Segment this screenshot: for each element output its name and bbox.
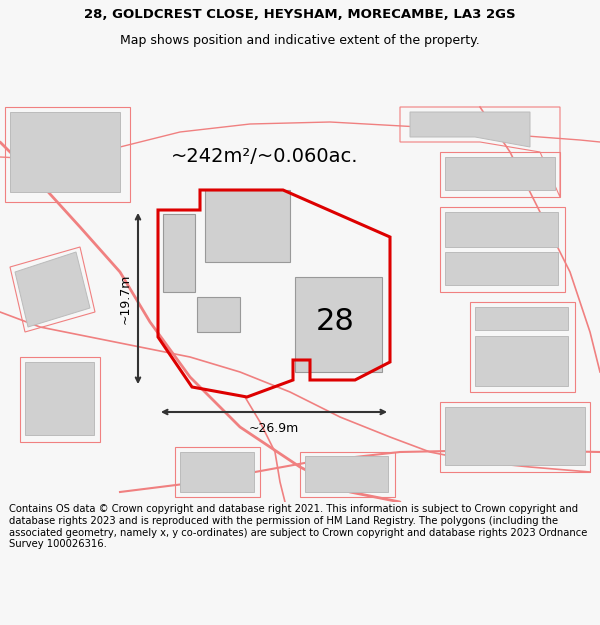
Polygon shape <box>445 252 558 285</box>
Polygon shape <box>445 212 558 247</box>
Text: 28, GOLDCREST CLOSE, HEYSHAM, MORECAMBE, LA3 2GS: 28, GOLDCREST CLOSE, HEYSHAM, MORECAMBE,… <box>84 8 516 21</box>
Polygon shape <box>10 112 120 192</box>
Polygon shape <box>205 190 290 262</box>
Polygon shape <box>445 407 585 465</box>
Text: Map shows position and indicative extent of the property.: Map shows position and indicative extent… <box>120 34 480 47</box>
Polygon shape <box>295 277 382 372</box>
Polygon shape <box>475 336 568 386</box>
Polygon shape <box>305 456 388 492</box>
Text: 28: 28 <box>316 308 355 336</box>
Polygon shape <box>197 297 240 332</box>
Polygon shape <box>163 214 195 292</box>
Text: Contains OS data © Crown copyright and database right 2021. This information is : Contains OS data © Crown copyright and d… <box>9 504 587 549</box>
Polygon shape <box>25 362 94 435</box>
Polygon shape <box>410 112 530 147</box>
Polygon shape <box>15 252 90 327</box>
Polygon shape <box>445 157 555 190</box>
Text: ~26.9m: ~26.9m <box>249 422 299 435</box>
Text: ~19.7m: ~19.7m <box>119 273 132 324</box>
Polygon shape <box>180 452 254 492</box>
Text: ~242m²/~0.060ac.: ~242m²/~0.060ac. <box>171 148 359 166</box>
Polygon shape <box>475 307 568 330</box>
